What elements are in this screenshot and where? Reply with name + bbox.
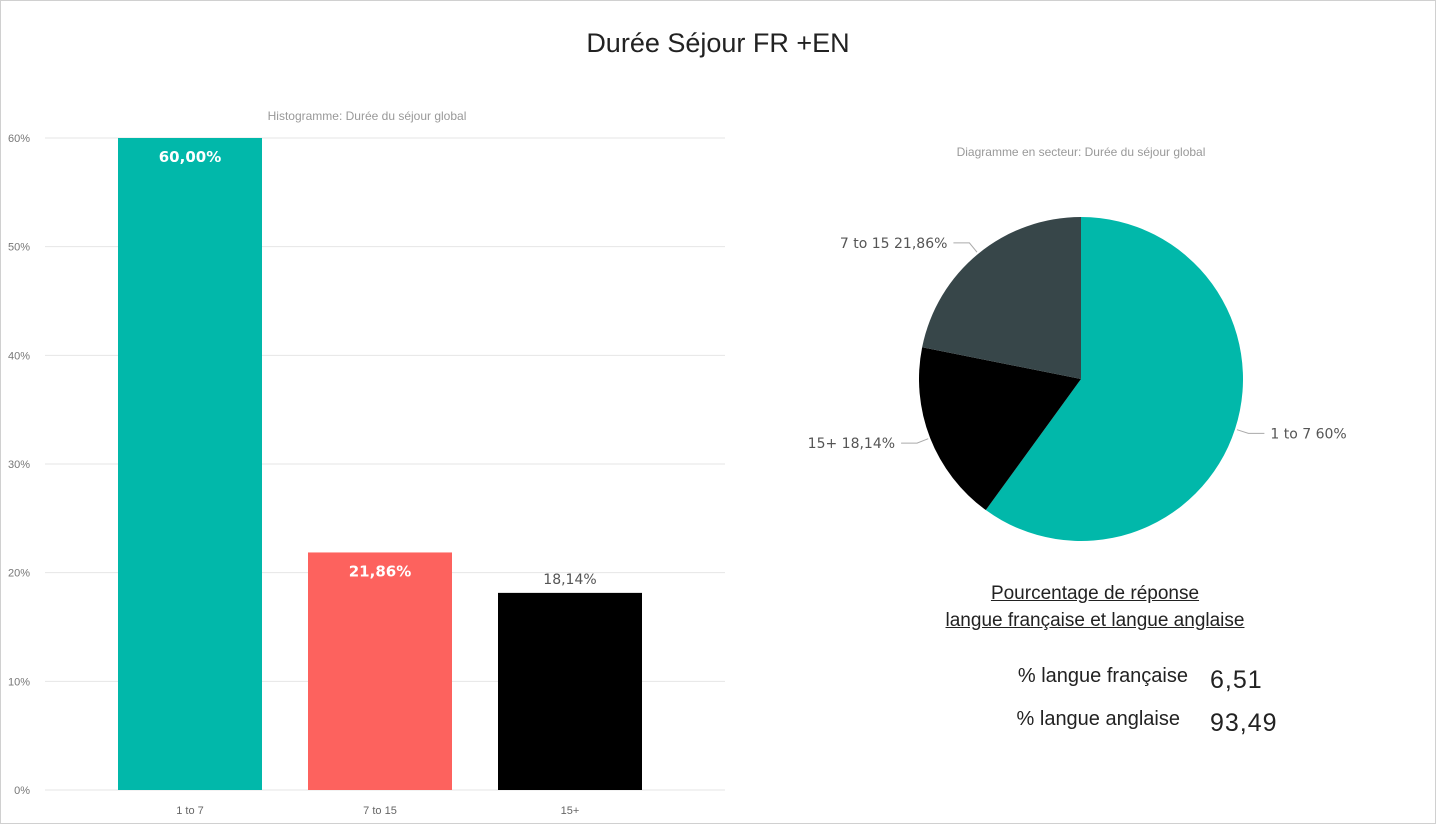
y-tick-label: 0% [14,785,30,797]
pie-labels: 1 to 7 60% 15+ 18,14% 7 to 15 21,86% [808,236,1347,452]
y-tick-label: 10% [8,676,30,688]
metric-row-english: % langue anglaise 93,49 [960,705,1280,739]
summary-title-line-1: Pourcentage de réponse [990,583,1200,604]
pie-data-label: 7 to 15 21,86% [840,236,948,252]
bar-marks: 60,00% 21,86% 18,14% [118,138,642,790]
bar [118,138,262,790]
metric-row-french: % langue française 6,51 [960,662,1280,696]
y-tick-label: 40% [8,350,30,362]
bar-data-label: 21,86% [349,562,411,580]
y-tick-label: 60% [8,133,30,145]
pie-leader-line [953,242,978,253]
y-tick-label: 50% [8,242,30,254]
pie-chart: Diagramme en secteur: Durée du séjour gl… [808,145,1347,541]
y-tick-label: 30% [8,459,30,471]
y-tick-label: 20% [8,568,30,580]
pie-slice [919,347,1081,511]
bar-chart-title: Histogramme: Durée du séjour global [268,109,467,123]
x-tick-label: 15+ [561,805,580,817]
bar [308,552,452,790]
metric-label-french: % langue française [1017,665,1188,687]
page-title: Durée Séjour FR +EN [586,28,850,58]
pie-slice [922,217,1081,379]
bar-x-axis: 1 to 7 7 to 15 15+ [176,805,579,817]
metric-value-french: 6,51 [1210,666,1263,694]
summary-title: Pourcentage de réponse langue française … [900,580,1290,634]
pie-leader-line [1236,429,1265,434]
bar-y-axis: 0% 10% 20% 30% 40% 50% 60% [8,133,30,797]
pie-leader-line [901,438,929,444]
pie-slices [919,217,1243,541]
bar-chart: Histogramme: Durée du séjour global 0% 10… [8,109,725,817]
x-tick-label: 7 to 15 [363,805,397,817]
pie-chart-title: Diagramme en secteur: Durée du séjour gl… [957,145,1206,159]
pie-data-label: 15+ 18,14% [808,436,895,452]
metric-value-english: 93,49 [1210,709,1278,737]
bar-data-label: 60,00% [159,148,221,166]
summary-title-line-2: langue française et langue anglaise [945,610,1245,631]
pie-data-label: 1 to 7 60% [1270,426,1346,442]
pie-slice [985,217,1243,541]
bar-data-label: 18,14% [543,572,596,588]
x-tick-label: 1 to 7 [176,805,204,817]
bar [498,592,642,790]
metric-label-english: % langue anglaise [1016,708,1180,730]
